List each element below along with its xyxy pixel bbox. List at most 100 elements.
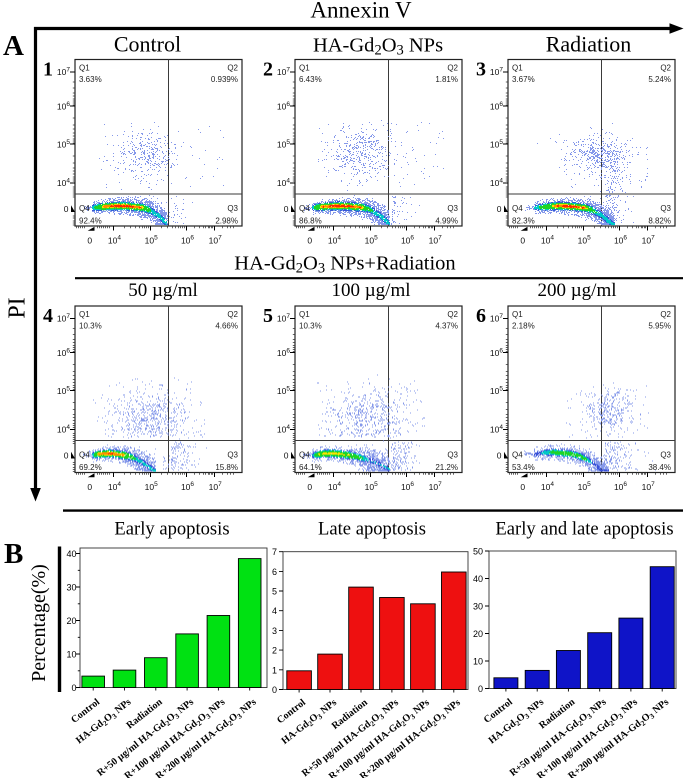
svg-text:106: 106 xyxy=(181,235,194,246)
svg-text:106: 106 xyxy=(614,481,627,492)
svg-text:40: 40 xyxy=(473,574,483,584)
svg-text:Q4: Q4 xyxy=(79,204,90,213)
svg-text:3.67%: 3.67% xyxy=(512,75,535,84)
svg-text:106: 106 xyxy=(490,101,503,112)
svg-text:3: 3 xyxy=(272,626,277,636)
svg-text:106: 106 xyxy=(401,481,414,492)
svg-text:105: 105 xyxy=(578,481,591,492)
svg-text:105: 105 xyxy=(145,235,158,246)
svg-text:2: 2 xyxy=(263,59,273,81)
svg-text:Q4: Q4 xyxy=(512,204,523,213)
svg-text:105: 105 xyxy=(365,235,378,246)
svg-text:100 µg/ml: 100 µg/ml xyxy=(331,280,410,301)
svg-text:38.4%: 38.4% xyxy=(648,463,671,472)
svg-text:106: 106 xyxy=(401,235,414,246)
svg-text:5: 5 xyxy=(272,587,277,597)
svg-text:107: 107 xyxy=(209,481,222,492)
svg-text:PI: PI xyxy=(5,297,31,318)
svg-text:3: 3 xyxy=(476,59,486,81)
svg-text:15.8%: 15.8% xyxy=(215,463,238,472)
svg-text:69.2%: 69.2% xyxy=(79,463,102,472)
svg-text:0: 0 xyxy=(284,204,289,214)
svg-text:4: 4 xyxy=(272,606,277,616)
svg-text:0: 0 xyxy=(307,482,312,492)
svg-text:Radiation: Radiation xyxy=(546,32,632,57)
svg-text:104: 104 xyxy=(277,177,290,188)
svg-text:1: 1 xyxy=(43,59,53,81)
svg-text:0: 0 xyxy=(64,451,69,461)
svg-text:4.66%: 4.66% xyxy=(215,322,238,331)
svg-text:3.63%: 3.63% xyxy=(79,75,102,84)
svg-text:104: 104 xyxy=(328,235,341,246)
svg-text:2: 2 xyxy=(272,646,277,656)
svg-text:104: 104 xyxy=(57,424,70,435)
svg-text:Percentage(%): Percentage(%) xyxy=(28,564,50,682)
svg-text:Q2: Q2 xyxy=(227,64,238,73)
svg-text:104: 104 xyxy=(490,177,503,188)
svg-text:Late apoptosis: Late apoptosis xyxy=(318,519,426,540)
svg-text:30: 30 xyxy=(66,583,76,593)
svg-text:107: 107 xyxy=(490,66,503,77)
svg-text:21.2%: 21.2% xyxy=(435,463,458,472)
svg-text:104: 104 xyxy=(541,481,554,492)
svg-text:107: 107 xyxy=(429,235,442,246)
svg-text:Q2: Q2 xyxy=(227,310,238,319)
svg-text:Q2: Q2 xyxy=(660,64,671,73)
svg-text:Q3: Q3 xyxy=(447,451,458,460)
svg-text:7: 7 xyxy=(272,547,277,557)
svg-text:106: 106 xyxy=(614,235,627,246)
svg-text:0: 0 xyxy=(87,236,92,246)
svg-text:10.3%: 10.3% xyxy=(299,322,322,331)
svg-text:107: 107 xyxy=(57,313,70,324)
svg-text:104: 104 xyxy=(277,424,290,435)
svg-text:4: 4 xyxy=(43,305,53,327)
svg-text:Q4: Q4 xyxy=(512,451,523,460)
svg-text:105: 105 xyxy=(490,385,503,396)
svg-text:5.95%: 5.95% xyxy=(648,322,671,331)
svg-text:104: 104 xyxy=(490,424,503,435)
svg-text:1.81%: 1.81% xyxy=(435,75,458,84)
svg-text:0.939%: 0.939% xyxy=(211,75,238,84)
svg-text:50 µg/ml: 50 µg/ml xyxy=(128,280,198,301)
svg-text:Early apoptosis: Early apoptosis xyxy=(114,519,229,540)
svg-text:106: 106 xyxy=(277,347,290,358)
svg-text:107: 107 xyxy=(277,313,290,324)
svg-text:30: 30 xyxy=(473,602,483,612)
svg-text:104: 104 xyxy=(108,481,121,492)
svg-text:Control: Control xyxy=(114,32,181,57)
svg-text:Q3: Q3 xyxy=(447,204,458,213)
svg-text:64.1%: 64.1% xyxy=(299,463,322,472)
svg-text:105: 105 xyxy=(365,481,378,492)
svg-text:B: B xyxy=(4,538,23,570)
svg-text:53.4%: 53.4% xyxy=(512,463,535,472)
svg-text:105: 105 xyxy=(490,139,503,150)
svg-text:Q1: Q1 xyxy=(512,64,523,73)
svg-text:105: 105 xyxy=(578,235,591,246)
svg-text:10: 10 xyxy=(66,650,76,660)
svg-text:105: 105 xyxy=(57,385,70,396)
svg-text:Q4: Q4 xyxy=(299,204,310,213)
svg-text:Q2: Q2 xyxy=(447,64,458,73)
svg-text:Q3: Q3 xyxy=(227,204,238,213)
svg-text:106: 106 xyxy=(277,101,290,112)
svg-text:0: 0 xyxy=(87,482,92,492)
svg-text:2.18%: 2.18% xyxy=(512,322,535,331)
svg-text:20: 20 xyxy=(66,616,76,626)
svg-text:Q4: Q4 xyxy=(79,451,90,460)
svg-text:Q1: Q1 xyxy=(299,64,310,73)
svg-text:HA-Gd2O3 NPs+Radiation: HA-Gd2O3 NPs+Radiation xyxy=(234,253,455,277)
svg-text:2.98%: 2.98% xyxy=(215,217,238,226)
svg-text:0: 0 xyxy=(272,685,277,695)
svg-text:Q4: Q4 xyxy=(299,451,310,460)
svg-text:10.3%: 10.3% xyxy=(79,322,102,331)
svg-text:107: 107 xyxy=(209,235,222,246)
svg-text:82.3%: 82.3% xyxy=(512,217,535,226)
svg-text:Q1: Q1 xyxy=(512,310,523,319)
svg-text:Q1: Q1 xyxy=(299,310,310,319)
svg-text:8.82%: 8.82% xyxy=(648,217,671,226)
svg-text:104: 104 xyxy=(328,481,341,492)
svg-text:HA-Gd2O3 NPs: HA-Gd2O3 NPs xyxy=(313,35,443,59)
svg-text:106: 106 xyxy=(490,347,503,358)
svg-text:0: 0 xyxy=(520,236,525,246)
svg-text:1: 1 xyxy=(272,665,277,675)
